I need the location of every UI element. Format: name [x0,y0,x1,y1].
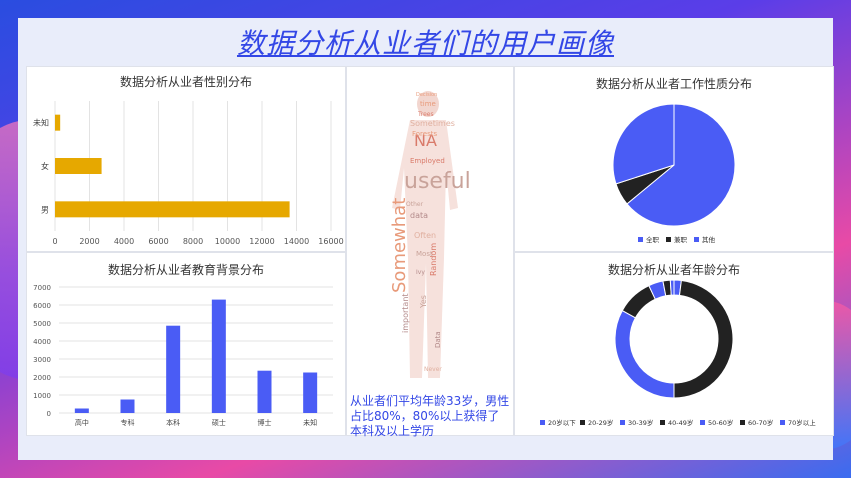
job-type-chart: 全职 兼职 其他 [612,103,736,244]
education-chart-title: 数据分析从业者教育背景分布 [107,263,264,277]
legend-label: 30-39岁 [628,418,653,427]
word-cloud-word: Often [414,231,436,240]
legend-swatch [740,420,745,425]
gender-chart: 0 2000 4000 6000 8000 10000 12000 14000 16000 未知女… [33,101,344,246]
x-tick-label: 0 [52,237,57,246]
x-tick-label: 高中 [75,418,89,427]
y-tick-label: 男 [41,205,49,214]
bar [55,158,102,174]
legend-label: 兼职 [674,235,688,244]
gender-chart-title: 数据分析从业者性别分布 [119,75,252,89]
x-tick-label: 6000 [148,237,168,246]
gender-chart-card: 数据分析从业者性别分布 0 2000 4000 6000 8000 10000 12000 1… [26,66,346,252]
x-tick-label: 16000 [318,237,343,246]
legend-swatch [694,237,699,242]
word-cloud-word: Other [406,201,424,208]
y-tick-label: 6000 [33,302,51,310]
word-cloud-word: NA [414,131,437,150]
legend-swatch [580,420,585,425]
page-title: 数据分析从业者们的用户画像 [236,27,614,60]
legend-label: 70岁以上 [788,418,816,427]
bar [257,370,272,413]
y-tick-label: 0 [47,410,51,418]
y-tick-label: 1000 [33,392,51,400]
y-tick-label: 7000 [33,284,51,292]
education-chart-card: 数据分析从业者教育背景分布 0 1000 2000 3000 4000 5000 6000 7… [26,252,346,436]
bar [120,399,135,413]
word-cloud-word: Most [416,250,433,258]
y-tick-label: 5000 [33,320,51,328]
bar [74,408,89,413]
legend-label: 50-60岁 [708,418,733,427]
legend-label: 40-49岁 [668,418,693,427]
word-cloud-human-silhouette: time NA useful data Often Somewhat Employed Mos… [389,91,471,378]
y-tick-label: 2000 [33,374,51,382]
pie-slice [669,279,675,296]
x-tick-label: 本科 [166,418,180,427]
job-type-chart-card: 数据分析从业者工作性质分布 全职 兼职 其他 [514,66,834,252]
word-cloud-word: important [401,293,410,333]
word-cloud-word: Sometimes [410,119,455,128]
word-cloud-word: Random [429,243,438,276]
word-cloud-word: Never [424,366,442,373]
word-cloud-word: Employed [410,157,445,165]
word-cloud-word: Forests [412,130,437,138]
bar [303,372,318,413]
x-tick-label: 专科 [121,418,135,427]
summary-text: 从业者们平均年龄33岁，男性占比80%，80%以上获得了本科及以上学历 [350,394,510,438]
word-cloud-word: Somewhat [389,198,410,293]
legend-label: 60-70岁 [748,418,773,427]
word-cloud-word: Yes [419,295,428,309]
legend-label: 其他 [702,235,716,244]
age-chart: 20岁以下 20-29岁 30-39岁 40-49岁 50-60岁 60-70岁 70岁以上 [540,279,816,427]
bar [211,299,226,413]
y-tick-label: 女 [41,161,49,171]
x-tick-label: 博士 [258,418,272,427]
job-type-chart-title: 数据分析从业者工作性质分布 [595,77,752,91]
x-tick-label: 4000 [114,237,134,246]
bar [166,325,181,413]
silhouette-body [392,120,458,378]
pie-slice [621,284,656,319]
y-tick-label: 未知 [33,118,49,128]
education-chart: 0 1000 2000 3000 4000 5000 6000 7000 高中 专科 本科 硕士 博士 未… [33,284,333,427]
legend-swatch [540,420,545,425]
x-tick-label: 硕士 [212,418,226,427]
legend-label: 20岁以下 [548,418,576,427]
legend-swatch [780,420,785,425]
age-chart-title: 数据分析从业者年龄分布 [607,263,740,277]
pie-slice [673,279,734,399]
word-cloud-word: Data [434,331,442,348]
x-tick-label: 2000 [79,237,99,246]
silhouette-head [417,91,439,117]
age-chart-card: 数据分析从业者年龄分布 20岁以下 20-29岁 30-39岁 40-49岁 50-60… [514,252,834,436]
y-tick-label: 3000 [33,356,51,364]
bar [55,201,290,218]
word-cloud-word: Decision [416,92,437,98]
word-cloud-word: useful [404,169,471,194]
pie-slice [614,309,675,399]
bar [55,114,61,131]
x-tick-label: 14000 [284,237,309,246]
x-tick-label: 8000 [183,237,203,246]
pie-slice [612,103,675,185]
x-tick-label: 未知 [303,418,317,427]
legend-swatch [700,420,705,425]
word-cloud-word: data [410,211,428,220]
word-cloud-word: Ivy [416,269,425,276]
word-cloud-word: time [420,100,436,108]
y-tick-label: 4000 [33,338,51,346]
legend-swatch [666,237,671,242]
legend-label: 20-29岁 [588,418,613,427]
legend-swatch [620,420,625,425]
x-tick-label: 10000 [215,237,240,246]
legend-label: 全职 [646,235,660,244]
x-tick-label: 12000 [249,237,274,246]
pie-slice [626,103,736,227]
legend-swatch [660,420,665,425]
word-cloud-word: Trees [417,111,434,118]
legend-swatch [638,237,643,242]
